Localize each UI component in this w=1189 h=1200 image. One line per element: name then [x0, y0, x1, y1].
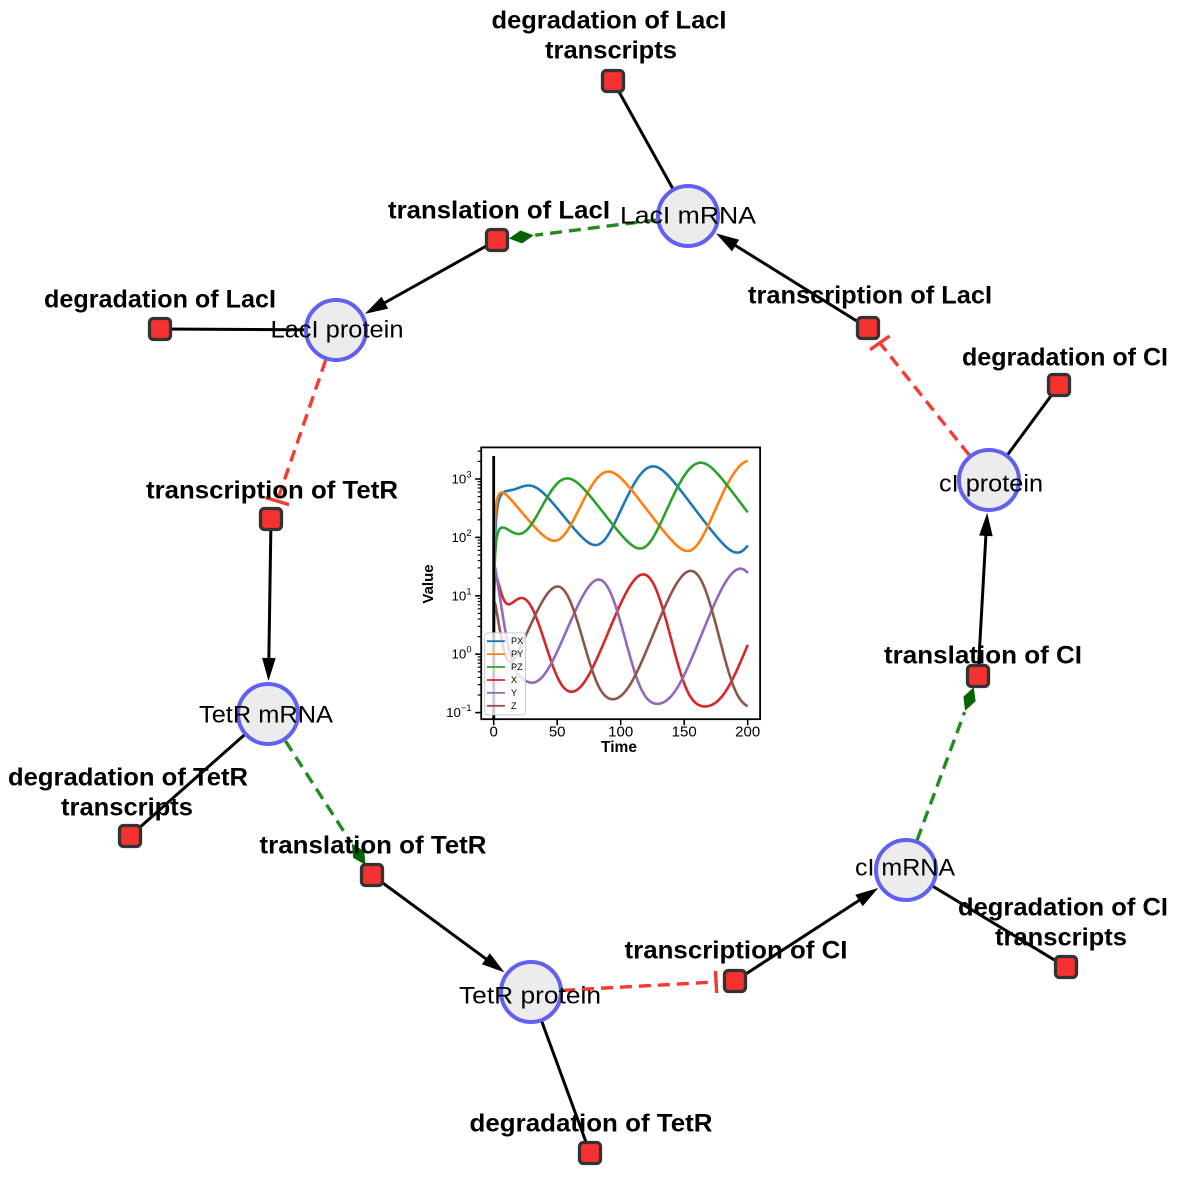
- svg-text:102: 102: [452, 528, 472, 545]
- svg-text:cI protein: cI protein: [939, 471, 1043, 498]
- svg-text:LacI mRNA: LacI mRNA: [620, 203, 756, 230]
- svg-text:translation of TetR: translation of TetR: [260, 832, 487, 860]
- svg-text:cI mRNA: cI mRNA: [855, 855, 955, 882]
- svg-text:101: 101: [452, 586, 472, 603]
- svg-text:degradation of TetR: degradation of TetR: [8, 764, 248, 792]
- svg-text:PZ: PZ: [511, 662, 523, 672]
- svg-text:50: 50: [549, 724, 566, 741]
- svg-text:degradation of CI: degradation of CI: [962, 344, 1168, 372]
- svg-text:100: 100: [452, 645, 472, 662]
- svg-text:translation of LacI: translation of LacI: [388, 197, 610, 225]
- svg-text:0: 0: [490, 724, 498, 741]
- svg-text:degradation of LacI: degradation of LacI: [492, 7, 727, 35]
- svg-text:transcription of CI: transcription of CI: [625, 937, 848, 965]
- svg-text:100: 100: [608, 724, 633, 741]
- svg-text:transcripts: transcripts: [61, 794, 193, 822]
- svg-text:Z: Z: [511, 701, 517, 711]
- svg-text:103: 103: [452, 470, 472, 487]
- svg-text:Y: Y: [511, 688, 517, 698]
- svg-text:TetR mRNA: TetR mRNA: [199, 702, 333, 729]
- svg-text:transcription of LacI: transcription of LacI: [748, 282, 992, 310]
- svg-text:Time: Time: [601, 739, 637, 756]
- svg-text:degradation of TetR: degradation of TetR: [470, 1110, 713, 1138]
- svg-text:degradation of CI: degradation of CI: [958, 894, 1168, 922]
- svg-text:LacI protein: LacI protein: [271, 317, 404, 344]
- svg-text:transcripts: transcripts: [995, 924, 1127, 952]
- svg-text:translation of CI: translation of CI: [884, 642, 1082, 670]
- svg-text:10−1: 10−1: [446, 703, 471, 720]
- svg-text:200: 200: [735, 724, 760, 741]
- svg-text:TetR protein: TetR protein: [459, 983, 601, 1010]
- svg-text:150: 150: [672, 724, 697, 741]
- svg-text:Value: Value: [420, 564, 437, 603]
- svg-text:PX: PX: [511, 636, 523, 646]
- svg-text:transcription of TetR: transcription of TetR: [146, 477, 398, 505]
- svg-text:transcripts: transcripts: [545, 37, 677, 65]
- svg-text:X: X: [511, 675, 517, 685]
- svg-text:PY: PY: [511, 649, 523, 659]
- svg-text:degradation of LacI: degradation of LacI: [44, 286, 276, 314]
